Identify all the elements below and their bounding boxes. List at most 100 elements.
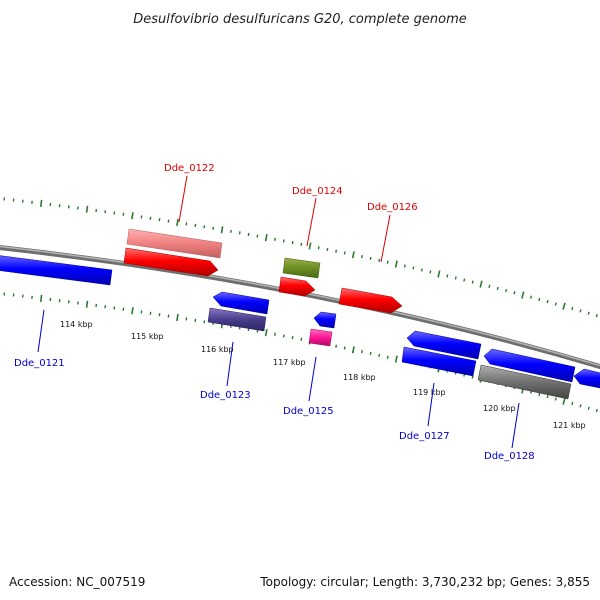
forward-tick-mark [554, 302, 557, 306]
forward-tick-mark [291, 240, 294, 245]
gene-next-partial[interactable] [573, 368, 600, 389]
forward-tick-mark [326, 247, 329, 252]
gene-dde-0127-part2[interactable] [401, 346, 477, 377]
gene-features [0, 228, 600, 400]
forward-tick-mark [446, 274, 449, 278]
forward-tick-mark [369, 256, 372, 261]
gene-label-dde-0128[interactable]: Dde_0128 [484, 451, 535, 462]
forward-tick-mark [488, 284, 491, 288]
gene-dde-0128[interactable] [483, 348, 576, 383]
reverse-tick-mark [571, 401, 574, 406]
reverse-tick-mark [335, 344, 338, 348]
forward-tick-mark [317, 246, 320, 250]
reverse-tick-mark [351, 346, 355, 354]
forward-tick-mark [403, 264, 406, 268]
forward-tick-mark [471, 280, 474, 284]
gene-dde-0122-region[interactable] [126, 228, 223, 259]
leader-dde-0123 [226, 341, 234, 387]
leader-lines [37, 175, 520, 449]
genome-summary-text: Topology: circular; Length: 3,730,232 bp… [259, 575, 590, 589]
forward-tick-mark [212, 226, 215, 230]
tick-label-119: 119 kbp [413, 388, 446, 397]
forward-tick-mark [220, 226, 224, 234]
gene-label-dde-0121[interactable]: Dde_0121 [14, 358, 65, 369]
reverse-tick-mark [587, 406, 590, 410]
reverse-tick-mark [194, 318, 197, 323]
gene-label-dde-0125[interactable]: Dde_0125 [283, 406, 334, 417]
tick-label-116: 116 kbp [201, 345, 234, 354]
gene-dde-0127[interactable] [406, 330, 482, 360]
reverse-tick-mark [538, 392, 541, 397]
forward-tick-mark [562, 302, 566, 310]
leader-dde-0121 [37, 309, 45, 353]
reverse-tick-mark [264, 329, 268, 337]
gene-dde-0123-region[interactable] [207, 307, 267, 332]
reverse-tick-mark [562, 397, 566, 405]
reverse-tick-mark [85, 300, 89, 308]
gene-dde-0125-region[interactable] [308, 328, 333, 347]
reverse-tick-mark [104, 305, 107, 309]
gene-dde-0122[interactable] [123, 247, 219, 277]
forward-tick-mark [579, 309, 582, 313]
reverse-tick-mark [595, 408, 598, 413]
gene-label-dde-0123[interactable]: Dde_0123 [200, 390, 251, 401]
forward-tick-mark [429, 270, 432, 274]
forward-tick-mark [40, 199, 43, 207]
forward-tick-mark [104, 210, 107, 214]
gene-label-dde-0122[interactable]: Dde_0122 [164, 163, 215, 174]
forward-tick-mark [571, 306, 574, 311]
gene-dde-0124[interactable] [278, 276, 316, 297]
leader-dde-0127 [427, 382, 435, 427]
forward-tick-mark [361, 255, 363, 259]
reverse-tick-mark [554, 397, 557, 401]
leader-dde-0124 [306, 197, 317, 247]
forward-tick-mark [308, 242, 312, 250]
forward-tick-mark [420, 268, 423, 272]
reverse-tick-mark [203, 320, 206, 324]
leader-dde-0122 [178, 175, 188, 223]
gene-dde-0123[interactable] [212, 291, 270, 315]
gene-labels: Dde_0121 Dde_0122 Dde_0123 Dde_0124 Dde_… [14, 163, 535, 462]
leader-dde-0128 [511, 402, 520, 449]
forward-tick-mark [546, 300, 549, 304]
forward-tick-mark [230, 229, 232, 233]
reverse-tick-mark [300, 337, 303, 341]
reverse-tick-mark [394, 355, 398, 363]
forward-tick-mark [595, 313, 598, 318]
accession-text: Accession: NC_007519 [9, 575, 145, 589]
forward-tick-mark [513, 291, 516, 295]
gene-label-dde-0126[interactable]: Dde_0126 [367, 202, 418, 213]
forward-tick-mark [282, 239, 285, 243]
forward-tick-mark [454, 276, 457, 280]
leader-dde-0125 [308, 356, 317, 402]
forward-tick-mark [264, 234, 268, 242]
gene-dde-0128-region[interactable] [477, 364, 572, 400]
forward-tick-mark [479, 280, 483, 288]
map-title: Desulfovibrio desulfuricans G20, complet… [133, 12, 467, 27]
gene-dde-0121[interactable] [0, 255, 113, 286]
forward-tick-mark [394, 260, 398, 268]
forward-tick-mark [194, 223, 197, 228]
tick-label-121: 121 kbp [553, 421, 586, 430]
gene-label-dde-0127[interactable]: Dde_0127 [399, 431, 450, 442]
forward-tick-mark [538, 297, 541, 302]
tick-label-118: 118 kbp [343, 373, 376, 382]
tick-label-120: 120 kbp [483, 404, 516, 413]
reverse-tick-mark [369, 351, 372, 356]
gene-dde-0126[interactable] [338, 287, 403, 314]
forward-tick-mark [351, 251, 355, 259]
forward-tick-mark [378, 258, 381, 262]
reverse-tick-mark [361, 350, 363, 354]
tick-labels: 114 kbp 115 kbp 116 kbp 117 kbp 118 kbp … [60, 320, 586, 430]
forward-tick-mark [335, 249, 338, 253]
forward-tick-mark [85, 205, 89, 213]
gene-dde-0124-region[interactable] [282, 257, 321, 279]
gene-label-dde-0124[interactable]: Dde_0124 [292, 186, 343, 197]
forward-tick-mark [203, 225, 206, 229]
reverse-tick-mark [546, 395, 549, 399]
forward-tick-mark [521, 291, 525, 299]
genome-backbone [0, 245, 600, 370]
forward-tick-mark [274, 237, 276, 241]
gene-dde-0125[interactable] [313, 311, 337, 329]
